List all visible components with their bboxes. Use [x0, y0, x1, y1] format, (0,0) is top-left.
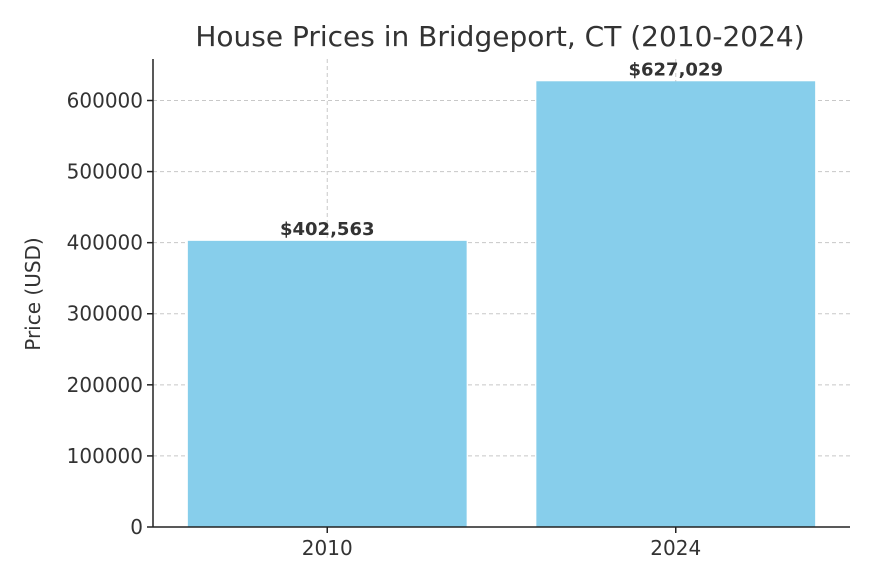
y-tick-label: 400000 [67, 231, 143, 255]
y-tick-label: 300000 [67, 302, 143, 326]
x-tick-label: 2024 [650, 536, 701, 560]
y-tick-label: 600000 [67, 88, 143, 112]
y-tick-label: 500000 [67, 160, 143, 184]
x-tick-label: 2010 [302, 536, 353, 560]
y-axis-label: Price (USD) [21, 237, 45, 351]
data-label-2010: $402,563 [280, 219, 375, 240]
y-tick-label: 200000 [67, 373, 143, 397]
bar-2010 [187, 240, 467, 527]
y-tick-label: 0 [130, 515, 143, 539]
bar-2024 [536, 81, 816, 528]
y-tick-label: 100000 [67, 444, 143, 468]
data-label-2024: $627,029 [628, 59, 723, 80]
labels: $402,563 $627,029 0 100000 200000 300000 40000… [67, 59, 723, 560]
bars [187, 81, 816, 528]
chart-title: House Prices in Bridgeport, CT (2010-202… [195, 20, 804, 53]
axes [147, 59, 850, 533]
